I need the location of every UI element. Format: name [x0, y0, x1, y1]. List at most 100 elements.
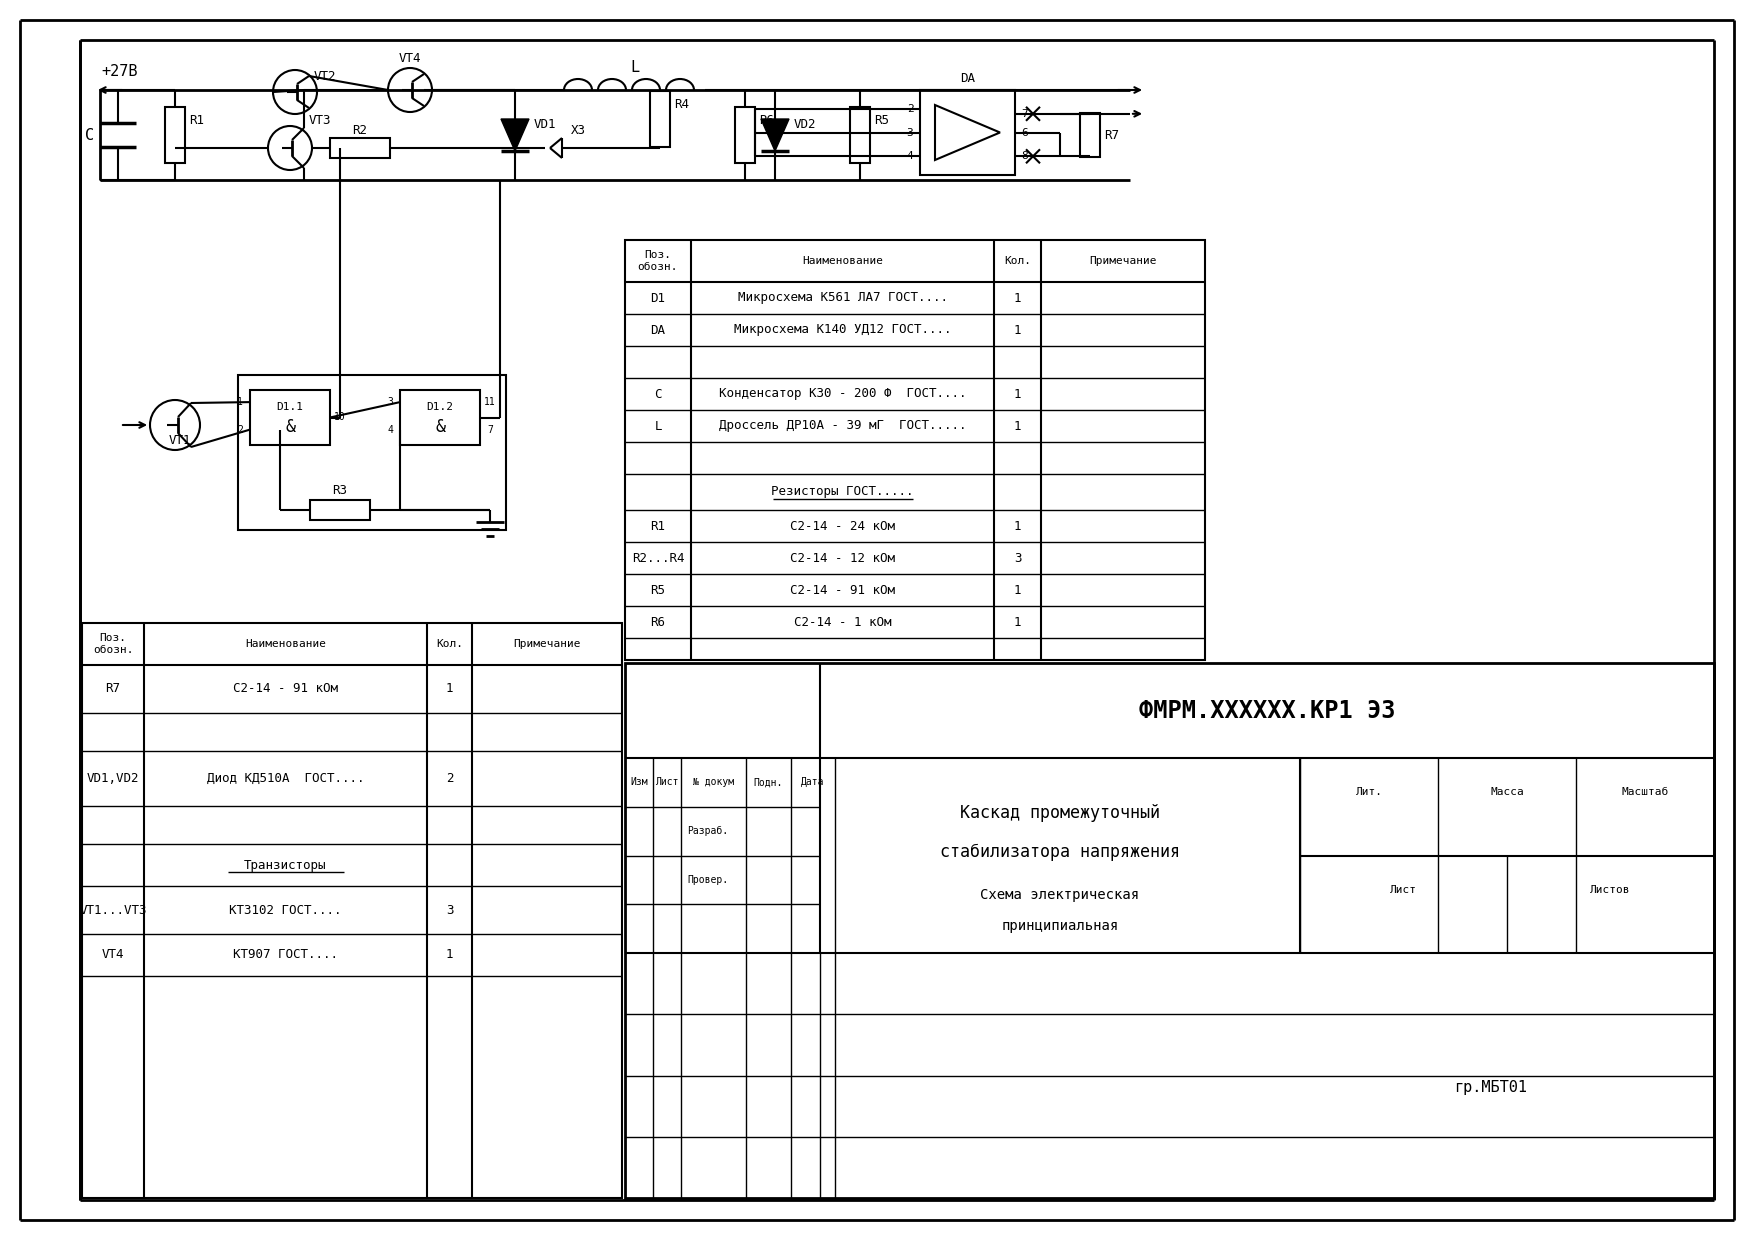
Text: Разраб.: Разраб.: [688, 826, 728, 836]
Bar: [851, 107, 870, 162]
Text: принципиальная: принципиальная: [1002, 919, 1119, 932]
Text: 1: 1: [1014, 584, 1021, 596]
Text: Схема электрическая: Схема электрическая: [980, 888, 1140, 901]
Text: VD2: VD2: [795, 119, 816, 131]
Text: 7: 7: [1021, 109, 1028, 119]
Text: Масштаб: Масштаб: [1621, 787, 1668, 797]
Text: L: L: [654, 419, 661, 433]
Text: 11: 11: [484, 397, 496, 407]
Text: D1.2: D1.2: [426, 402, 454, 412]
Text: гр.МБТ01: гр.МБТ01: [1454, 1080, 1528, 1095]
Text: С2-14 - 91 кОм: С2-14 - 91 кОм: [789, 584, 895, 596]
Text: C: C: [86, 128, 95, 143]
Text: Дроссель ДР10А - 39 мГ  ГОСТ.....: Дроссель ДР10А - 39 мГ ГОСТ.....: [719, 419, 966, 433]
Text: C: C: [654, 387, 661, 401]
Text: 6: 6: [1021, 128, 1028, 138]
Text: Изм: Изм: [630, 777, 647, 787]
Text: VT1...VT3: VT1...VT3: [79, 904, 147, 916]
Text: Поз.
обозн.: Поз. обозн.: [93, 634, 133, 655]
Text: 2: 2: [907, 104, 914, 114]
Text: 4: 4: [388, 424, 393, 434]
Polygon shape: [502, 119, 530, 151]
Text: С2-14 - 24 кОм: С2-14 - 24 кОм: [789, 520, 895, 532]
Text: R3: R3: [333, 484, 347, 496]
Text: 1: 1: [1014, 324, 1021, 336]
Text: DA: DA: [651, 324, 665, 336]
Text: Каскад промежуточный: Каскад промежуточный: [959, 804, 1159, 822]
Text: R2...R4: R2...R4: [631, 552, 684, 564]
Bar: [82, 622, 623, 1198]
Text: 3: 3: [1014, 552, 1021, 564]
Text: &: &: [435, 418, 446, 436]
Text: VT2: VT2: [314, 69, 337, 83]
Text: VT3: VT3: [309, 114, 332, 126]
Bar: [251, 391, 330, 445]
Text: Кол.: Кол.: [1003, 255, 1031, 267]
Text: Масса: Масса: [1491, 787, 1524, 797]
Text: R6: R6: [759, 114, 775, 126]
Text: D1.1: D1.1: [277, 402, 303, 412]
Text: Микросхема К561 ЛА7 ГОСТ....: Микросхема К561 ЛА7 ГОСТ....: [737, 291, 947, 305]
Bar: [651, 91, 670, 148]
Text: Конденсатор К30 - 200 Ф  ГОСТ....: Конденсатор К30 - 200 Ф ГОСТ....: [719, 387, 966, 401]
Bar: [330, 138, 389, 157]
Text: DA: DA: [959, 72, 975, 84]
Polygon shape: [761, 119, 789, 151]
Text: VD1: VD1: [533, 119, 556, 131]
Text: Кол.: Кол.: [437, 639, 463, 649]
Text: 1: 1: [237, 397, 244, 407]
Text: 1: 1: [446, 682, 453, 696]
Text: VD1,VD2: VD1,VD2: [86, 773, 139, 785]
Text: R1: R1: [651, 520, 665, 532]
Bar: [735, 107, 754, 162]
Text: 7: 7: [488, 424, 493, 434]
Text: 1: 1: [1014, 291, 1021, 305]
Text: +27В: +27В: [102, 64, 139, 79]
Text: С2-14 - 12 кОм: С2-14 - 12 кОм: [789, 552, 895, 564]
Text: Примечание: Примечание: [1089, 255, 1156, 267]
Text: 4: 4: [907, 151, 914, 161]
Text: R7: R7: [1105, 129, 1119, 141]
Text: Дата: Дата: [802, 777, 824, 787]
Bar: [921, 91, 1016, 175]
Text: стабилизатора напряжения: стабилизатора напряжения: [940, 843, 1180, 861]
Text: Наименование: Наименование: [802, 255, 882, 267]
Text: VT4: VT4: [102, 949, 125, 961]
Text: Лист: Лист: [656, 777, 679, 787]
Text: КТ3102 ГОСТ....: КТ3102 ГОСТ....: [230, 904, 342, 916]
Text: Лист: Лист: [1389, 884, 1417, 894]
Text: VT1: VT1: [168, 434, 191, 448]
Text: VT4: VT4: [398, 52, 421, 64]
Text: R5: R5: [875, 114, 889, 126]
Text: 2: 2: [237, 424, 244, 434]
Text: Поз.
обозн.: Поз. обозн.: [638, 250, 679, 272]
Text: Резисторы ГОСТ.....: Резисторы ГОСТ.....: [772, 486, 914, 498]
Text: D1: D1: [651, 291, 665, 305]
Text: 3: 3: [446, 904, 453, 916]
Text: 1: 1: [446, 949, 453, 961]
Text: 1: 1: [1014, 419, 1021, 433]
Text: R4: R4: [675, 98, 689, 110]
Text: Транзисторы: Транзисторы: [244, 858, 326, 872]
Text: ФМРМ.XXXXXX.КР1 ЭЗ: ФМРМ.XXXXXX.КР1 ЭЗ: [1138, 698, 1394, 723]
Text: 3: 3: [388, 397, 393, 407]
Text: Листов: Листов: [1591, 884, 1631, 894]
Text: R1: R1: [189, 114, 205, 126]
Text: 8: 8: [1021, 151, 1028, 161]
Text: Провер.: Провер.: [688, 875, 728, 885]
Text: R2: R2: [353, 124, 368, 136]
Text: 1: 1: [1014, 615, 1021, 629]
Text: КТ907 ГОСТ....: КТ907 ГОСТ....: [233, 949, 339, 961]
Text: Примечание: Примечание: [514, 639, 581, 649]
Text: R5: R5: [651, 584, 665, 596]
Bar: [400, 391, 481, 445]
Text: С2-14 - 1 кОм: С2-14 - 1 кОм: [795, 615, 891, 629]
Text: 1: 1: [1014, 520, 1021, 532]
Text: 3: 3: [907, 128, 914, 138]
Bar: [624, 241, 1205, 660]
Text: X3: X3: [570, 124, 586, 136]
Text: R6: R6: [651, 615, 665, 629]
Text: Лит.: Лит.: [1356, 787, 1382, 797]
Text: L: L: [630, 61, 640, 76]
Text: R7: R7: [105, 682, 121, 696]
